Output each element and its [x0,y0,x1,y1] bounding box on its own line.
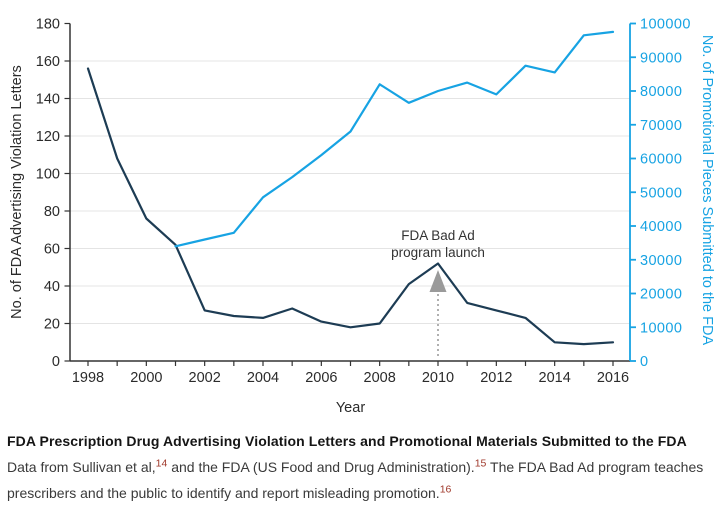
x-axis-tick-label: 2004 [247,370,279,386]
dual-axis-line-chart: 0 20 40 60 80 100 120 140 160 180 1998 2000 2002 2004… [9,17,715,416]
caption-text: and the FDA (US Food and Drug Administra… [167,459,475,475]
violation-letters-line [86,67,615,346]
left-axis-tick-label: 100 [36,167,60,183]
right-axis-tick-label: 90000 [640,50,682,66]
right-axis-tick-label: 30000 [640,253,682,269]
x-axis-tick-label: 1998 [72,370,104,386]
x-axis-tick-label: 2010 [422,370,454,386]
caption-text: Data from Sullivan et al, [7,459,156,475]
x-axis-tick-label: 2006 [305,370,337,386]
x-axis-tick-label: 2016 [597,370,629,386]
right-axis-tick-label: 40000 [640,219,682,235]
left-axis-tick-label: 140 [36,92,60,108]
right-axis-tick-label: 60000 [640,152,682,168]
left-axis-tick-label: 80 [44,204,60,220]
annotation-line2: program launch [391,245,485,260]
left-axis-tick-label: 0 [52,354,60,370]
left-axis-tick-label: 40 [44,279,60,295]
x-axis-tick-label: 2014 [539,370,571,386]
annotation-arrow-up-icon [429,270,447,292]
left-axis-tick-label: 60 [44,242,60,258]
right-axis-tick-label: 0 [640,354,648,370]
reference-superscript: 15 [474,457,487,470]
x-axis-tick-label: 2002 [189,370,221,386]
caption-body: Data from Sullivan et al,14 and the FDA … [7,454,712,506]
left-axis-title: No. of FDA Advertising Violation Letters [9,65,25,319]
caption-title: FDA Prescription Drug Advertising Violat… [7,433,687,449]
left-axis-tick-label: 120 [36,129,60,145]
x-axis-title: Year [336,400,365,416]
figure-caption: FDA Prescription Drug Advertising Violat… [0,425,724,506]
right-axis-tick-label: 70000 [640,118,682,134]
right-axis-title: No. of Promotional Pieces Submitted to t… [699,35,715,346]
right-axis-tick-label: 100000 [640,17,691,33]
chart-area: 0 20 40 60 80 100 120 140 160 180 1998 2000 2002 2004… [9,17,715,416]
right-axis-tick-label: 50000 [640,185,682,201]
right-axis-tick-label: 10000 [640,320,682,336]
left-axis-tick-label: 180 [36,17,60,33]
x-axis-tick-label: 2012 [480,370,512,386]
reference-superscript: 16 [439,483,452,496]
right-axis-tick-label: 80000 [640,84,682,100]
caption-text: The FDA Bad Ad program teaches prescribe… [7,459,704,501]
promotional-pieces-line [174,30,615,248]
left-axis-tick-label: 20 [44,317,60,333]
annotation-line1: FDA Bad Ad [401,228,475,243]
left-axis-tick-label: 160 [36,54,60,70]
reference-superscript: 14 [155,457,168,470]
x-axis-tick-label: 2000 [130,370,162,386]
x-axis-tick-label: 2008 [364,370,396,386]
right-axis-tick-label: 20000 [640,287,682,303]
